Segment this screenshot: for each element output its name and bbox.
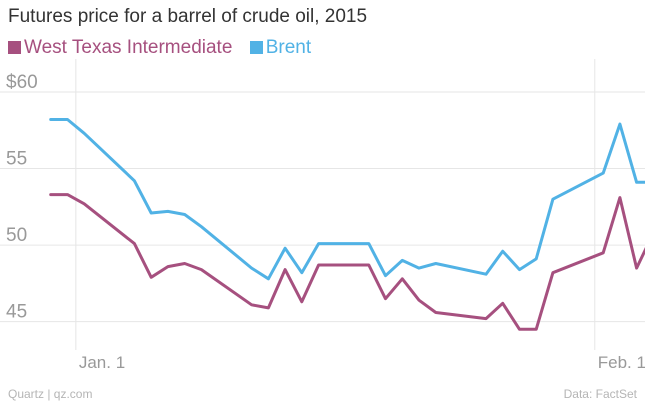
y-axis-ticks: $60 55 50 45 (6, 72, 38, 323)
legend-label-brent: Brent (265, 37, 312, 58)
series-lines (49, 118, 645, 331)
legend-swatch-brent (249, 41, 263, 54)
x-axis-ticks: Jan. 1 Feb. 1 (79, 353, 645, 372)
legend-label-wti: West Texas Intermediate (24, 37, 233, 58)
legend-swatch-wti (8, 41, 21, 54)
y-tick-label: $60 (6, 72, 38, 93)
y-tick-label: 55 (6, 149, 27, 170)
series-line-brent (49, 118, 645, 281)
chart-title: Futures price for a barrel of crude oil,… (8, 6, 368, 27)
x-tick-label: Jan. 1 (79, 353, 125, 372)
legend: West Texas Intermediate Brent (8, 37, 323, 59)
y-tick-label: 50 (6, 225, 27, 246)
legend-item-brent: Brent (249, 37, 312, 59)
footer-source-left: Quartz | qz.com (8, 387, 93, 401)
legend-item-wti: West Texas Intermediate (8, 37, 232, 59)
x-tick-label: Feb. 1 (598, 353, 645, 372)
footer-source-right: Data: FactSet (563, 387, 637, 401)
y-tick-label: 45 (6, 302, 27, 323)
gridlines (0, 59, 645, 350)
series-line-wti (49, 193, 645, 331)
